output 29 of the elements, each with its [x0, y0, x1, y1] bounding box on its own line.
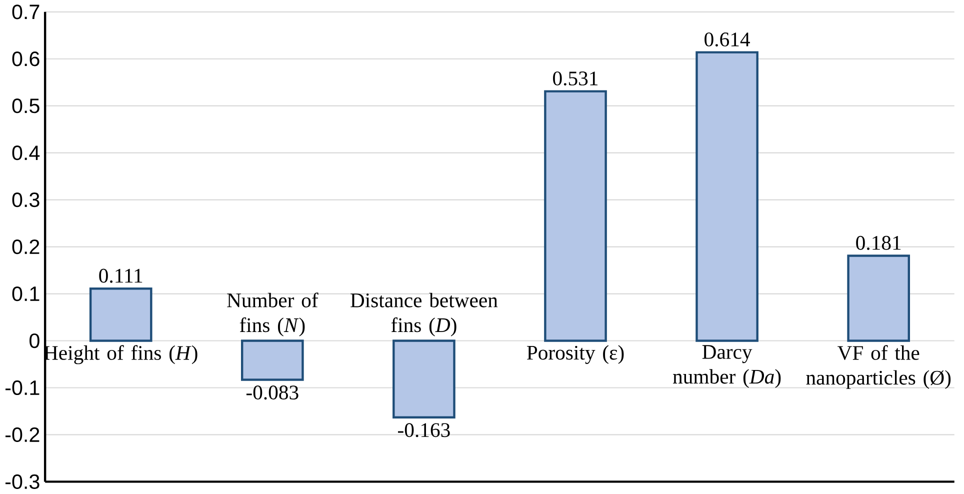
y-tick-label: -0.3 — [6, 474, 40, 490]
x-tick-label: Porosity (ε) — [526, 345, 624, 364]
data-label: 0.181 — [856, 236, 901, 250]
bar — [696, 51, 758, 342]
data-label: 0.111 — [99, 268, 142, 284]
x-tick-label: Darcy number (Da) — [673, 345, 781, 388]
y-tick-label: -0.1 — [6, 380, 40, 396]
y-tick-label: 0.4 — [12, 146, 40, 160]
bar — [240, 340, 304, 382]
y-tick-label: 0.6 — [12, 52, 40, 66]
x-tick-label: Height of fins (H) — [44, 345, 198, 364]
y-tick-label: 0 — [30, 334, 40, 348]
y-tick-label: 0.2 — [12, 240, 40, 254]
y-tick-label: 0.7 — [12, 4, 40, 20]
bar — [392, 340, 456, 419]
y-tick-label: 0.1 — [12, 286, 40, 302]
data-label: -0.083 — [246, 386, 298, 400]
x-tick-label: VF of the nanoparticles (Ø) — [806, 345, 951, 390]
data-label: -0.163 — [398, 423, 450, 438]
bar — [89, 288, 152, 342]
data-label: 0.614 — [704, 32, 750, 47]
bar — [544, 90, 607, 342]
bar — [847, 254, 910, 342]
y-tick-label: 0.5 — [12, 98, 40, 114]
data-label: 0.531 — [553, 72, 598, 86]
y-tick-label: -0.2 — [6, 428, 40, 442]
x-tick-label: Distance between fins (D) — [350, 293, 498, 337]
x-tick-label: Number of fins (N) — [227, 292, 318, 337]
y-tick-label: 0.3 — [12, 192, 40, 208]
